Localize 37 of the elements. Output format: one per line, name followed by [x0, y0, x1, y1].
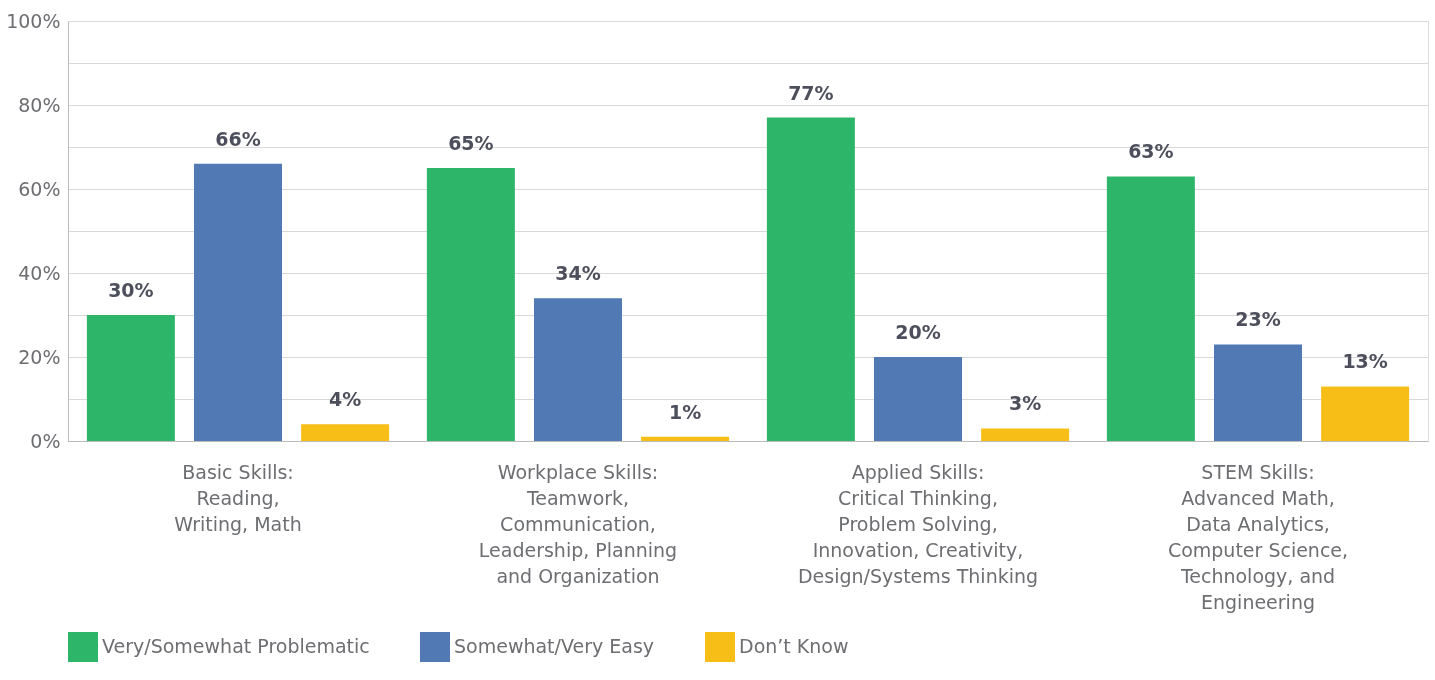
text: 65%: [448, 132, 494, 154]
y-tick-label: 40%: [18, 261, 61, 284]
x-tick-label: Workplace Skills: Teamwork, Communication, Leadership, Planning and Organization: [478, 460, 678, 587]
y-tick-label: 60%: [18, 177, 61, 200]
bar: [1214, 344, 1302, 441]
text: 3%: [1008, 392, 1042, 415]
text: 63%: [1128, 140, 1174, 163]
legend-label: Somewhat/Very Easy: [454, 635, 655, 657]
bar: [1106, 176, 1195, 441]
bar: [981, 428, 1070, 441]
bar: [874, 357, 962, 441]
y-tick-label: 100%: [6, 9, 61, 32]
text: 13%: [1342, 350, 1388, 373]
bar: [766, 117, 855, 441]
y-tick-label: 0%: [30, 429, 61, 452]
bar: [301, 424, 390, 441]
text: 20%: [895, 321, 941, 343]
bar: [86, 315, 175, 441]
text: 66%: [215, 127, 261, 150]
x-tick-label: Applied Skills: Critical Thinking, Problem Solving, Innovation, Creativity, Design/Systems Thinking: [797, 460, 1039, 587]
text: 23%: [1235, 308, 1281, 331]
bar: [641, 436, 730, 441]
x-tick-label: STEM Skills: Advanced Math, Data Analytics, Computer Science, Technology, and Engineering: [1167, 460, 1349, 613]
text: 34%: [555, 262, 601, 285]
text: 30%: [108, 279, 154, 301]
y-tick-label: 20%: [18, 345, 61, 368]
y-tick-label: 80%: [18, 93, 61, 116]
text: 4%: [328, 388, 362, 411]
text: 77%: [788, 81, 834, 104]
legend-label: Very/Somewhat Problematic: [102, 635, 370, 657]
bar: [1321, 386, 1410, 441]
legend-label: Don’t Know: [739, 635, 849, 657]
bar: [194, 163, 282, 441]
text: 1%: [668, 400, 702, 423]
bar: [426, 168, 515, 441]
x-tick-label: Basic Skills: Reading, Writing, Math: [174, 460, 302, 535]
bar: [534, 298, 622, 441]
